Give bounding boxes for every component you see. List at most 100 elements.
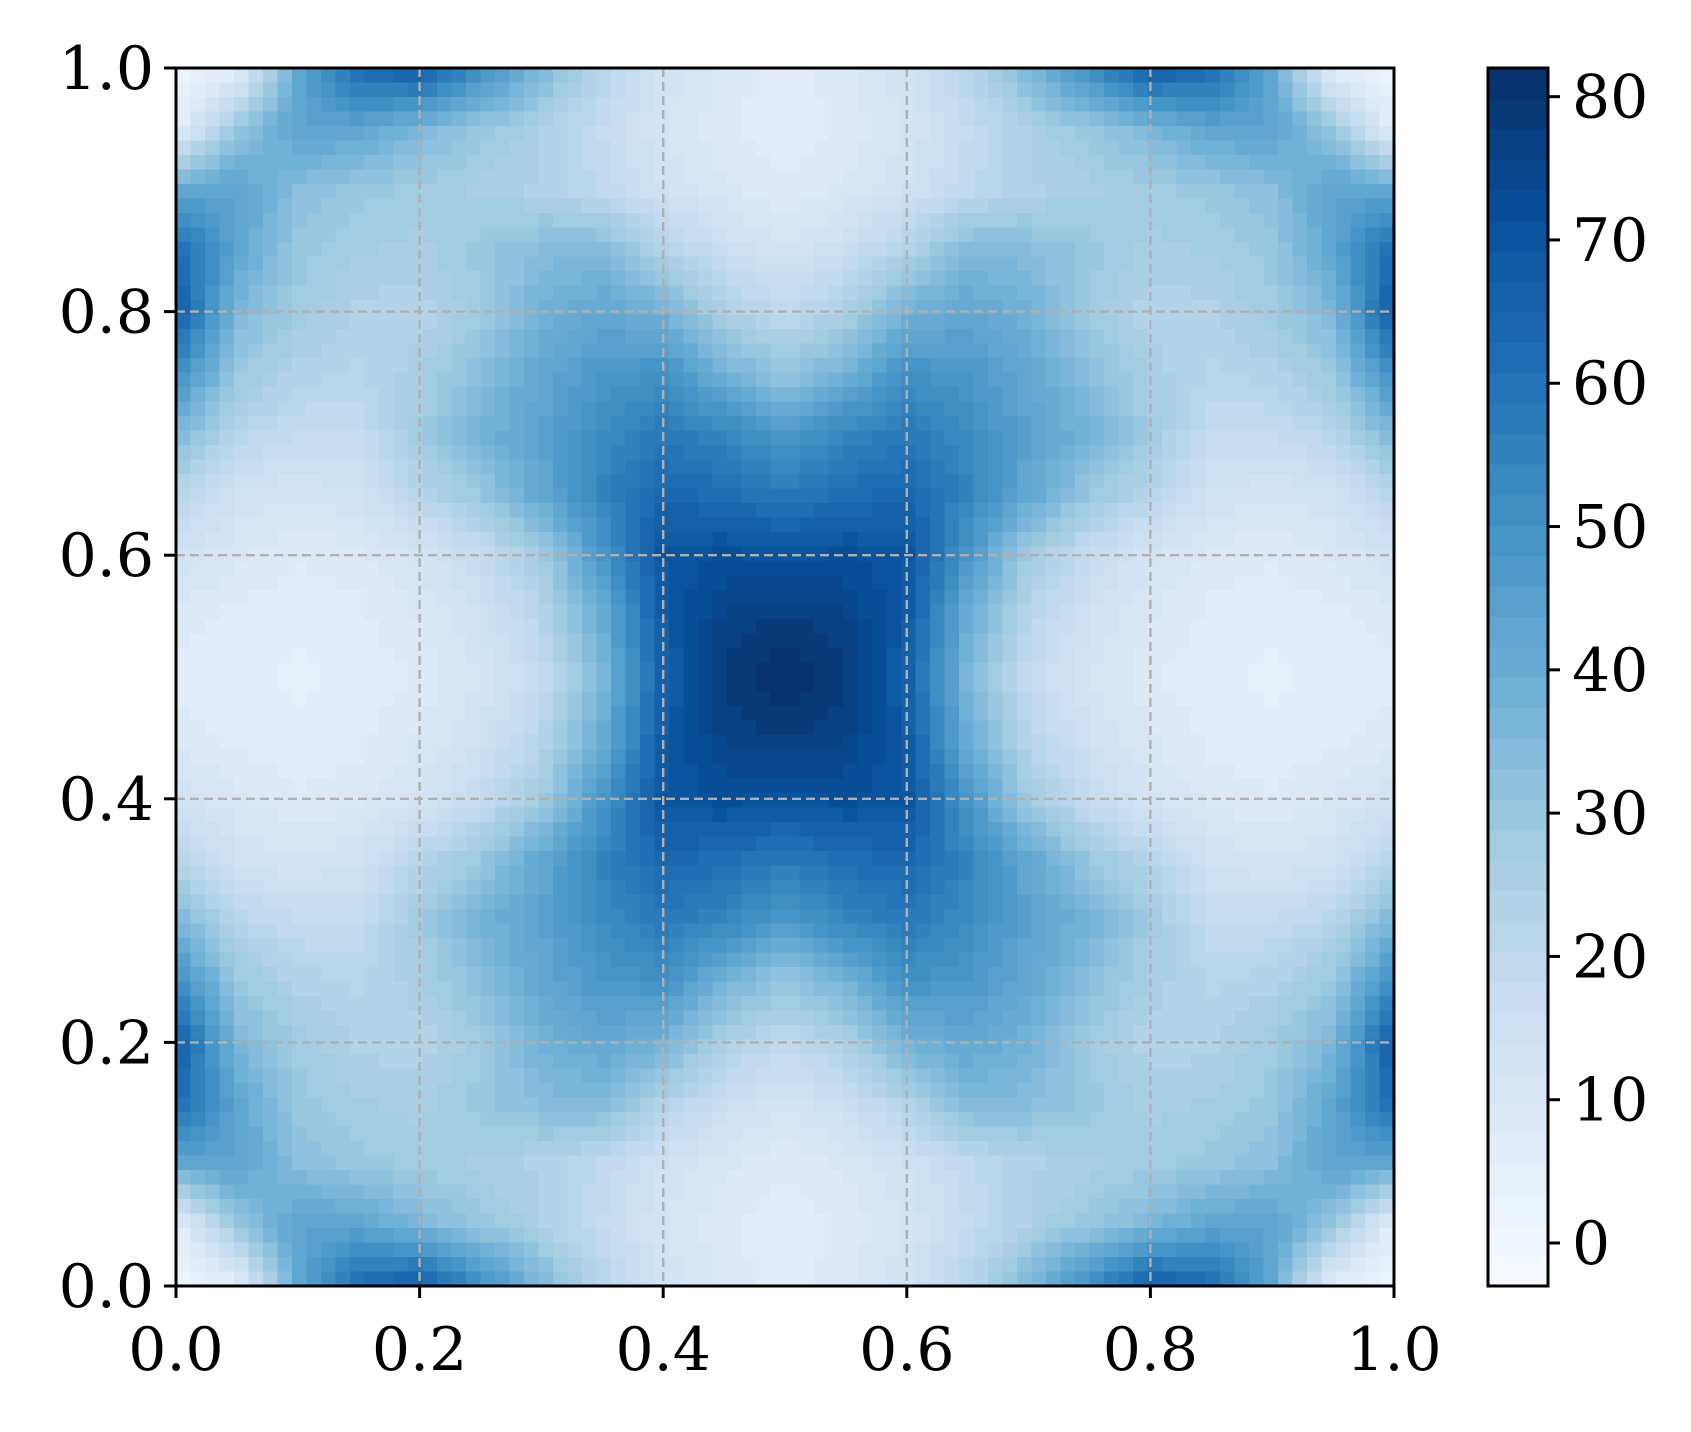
heatmap-cell (785, 662, 801, 678)
heatmap-cell (828, 169, 844, 185)
heatmap-cell (379, 416, 395, 432)
heatmap-cell (1365, 532, 1381, 548)
heatmap-cell (364, 590, 380, 606)
heatmap-cell (306, 401, 322, 417)
heatmap-cell (379, 213, 395, 229)
heatmap-cell (1220, 764, 1236, 780)
heatmap-cell (973, 706, 989, 722)
heatmap-cell (1104, 300, 1120, 316)
heatmap-cell (1234, 706, 1250, 722)
heatmap-cell (1205, 909, 1221, 925)
heatmap-cell (1278, 242, 1294, 258)
heatmap-cell (190, 242, 206, 258)
heatmap-cell (1089, 82, 1105, 98)
heatmap-cell (625, 851, 641, 867)
heatmap-cell (1321, 329, 1337, 345)
heatmap-cell (263, 256, 279, 272)
heatmap-cell (828, 561, 844, 577)
heatmap-cell (219, 358, 235, 374)
heatmap-cell (727, 155, 743, 171)
heatmap-cell (683, 764, 699, 780)
heatmap-cell (1191, 793, 1207, 809)
heatmap-cell (785, 430, 801, 446)
heatmap-cell (1379, 387, 1394, 403)
heatmap-cell (466, 126, 482, 142)
heatmap-cell (1089, 720, 1105, 736)
heatmap-cell (843, 865, 859, 881)
heatmap-cell (988, 474, 1004, 490)
heatmap-cell (872, 590, 888, 606)
heatmap-cell (727, 546, 743, 562)
heatmap-cell (277, 169, 293, 185)
heatmap-cell (1002, 329, 1018, 345)
heatmap-cell (1176, 271, 1192, 287)
heatmap-cell (1162, 68, 1178, 84)
heatmap-cell (393, 416, 409, 432)
heatmap-cell (886, 459, 902, 475)
heatmap-cell (393, 126, 409, 142)
heatmap-cell (611, 923, 627, 939)
heatmap-cell (219, 68, 235, 84)
heatmap-cell (364, 720, 380, 736)
heatmap-cell (495, 836, 511, 852)
heatmap-cell (553, 604, 569, 620)
heatmap-cell (857, 271, 873, 287)
heatmap-cell (567, 68, 583, 84)
heatmap-cell (843, 459, 859, 475)
heatmap-cell (886, 401, 902, 417)
heatmap-cell (277, 662, 293, 678)
heatmap-cell (1075, 909, 1091, 925)
heatmap-cell (321, 387, 337, 403)
heatmap-cell (219, 778, 235, 794)
heatmap-cell (683, 909, 699, 925)
heatmap-cell (654, 517, 670, 533)
heatmap-cell (1263, 865, 1279, 881)
heatmap-cell (248, 387, 264, 403)
heatmap-cell (1046, 662, 1062, 678)
heatmap-cell (857, 662, 873, 678)
heatmap-cell (727, 111, 743, 127)
heatmap-cell (683, 807, 699, 823)
heatmap-cell (930, 169, 946, 185)
heatmap-cell (669, 140, 685, 156)
heatmap-cell (814, 880, 830, 896)
heatmap-cell (321, 401, 337, 417)
heatmap-cell (625, 749, 641, 765)
heatmap-cell (596, 836, 612, 852)
heatmap-cell (1075, 793, 1091, 809)
heatmap-cell (872, 836, 888, 852)
heatmap-cell (785, 561, 801, 577)
heatmap-cell (625, 256, 641, 272)
heatmap-cell (1089, 169, 1105, 185)
heatmap-cell (1017, 575, 1033, 591)
heatmap-cell (1002, 271, 1018, 287)
heatmap-cell (1133, 256, 1149, 272)
heatmap-cell (509, 923, 525, 939)
heatmap-cell (1278, 314, 1294, 330)
heatmap-cell (669, 691, 685, 707)
heatmap-cell (292, 140, 308, 156)
heatmap-cell (1379, 503, 1394, 519)
heatmap-cell (828, 401, 844, 417)
heatmap-cell (1234, 561, 1250, 577)
heatmap-cell (683, 140, 699, 156)
heatmap-cell (524, 923, 540, 939)
heatmap-cell (1205, 68, 1221, 84)
heatmap-cell (886, 517, 902, 533)
heatmap-cell (1118, 546, 1134, 562)
heatmap-cell (509, 329, 525, 345)
heatmap-cell (756, 488, 772, 504)
heatmap-cell (567, 256, 583, 272)
heatmap-cell (567, 184, 583, 200)
heatmap-cell (306, 445, 322, 461)
heatmap-cell (930, 503, 946, 519)
heatmap-cell (538, 140, 554, 156)
heatmap-cell (1220, 213, 1236, 229)
heatmap-cell (321, 474, 337, 490)
heatmap-cell (176, 372, 192, 388)
heatmap-cell (727, 749, 743, 765)
heatmap-cell (480, 198, 496, 214)
heatmap-cell (1133, 836, 1149, 852)
heatmap-cell (263, 894, 279, 910)
